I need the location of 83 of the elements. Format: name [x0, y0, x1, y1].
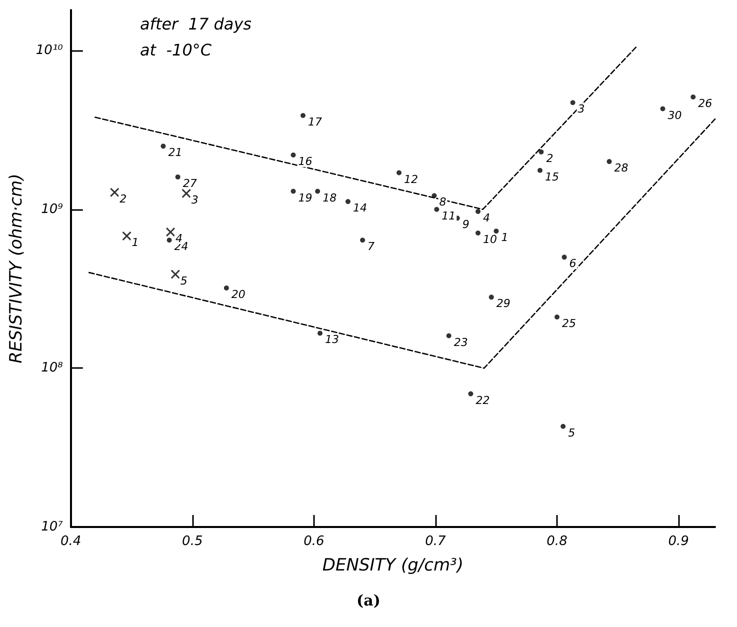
x-tick-label: 0.6	[304, 534, 324, 549]
y-tick-label: 10⁸	[41, 360, 63, 376]
point	[562, 254, 567, 260]
point	[315, 188, 320, 194]
x-tick-label: 0.8	[546, 534, 568, 549]
point	[468, 391, 474, 396]
point	[160, 144, 166, 149]
annotation: 5	[180, 274, 188, 288]
annotation: 2	[546, 152, 554, 165]
annotation: 7	[368, 240, 375, 254]
point	[345, 199, 350, 204]
annotation: 11	[442, 209, 456, 222]
point	[224, 285, 229, 290]
point	[570, 100, 576, 106]
annotation: 23	[454, 336, 468, 349]
x-axis-title: DENSITY (g/cm³)	[322, 556, 464, 576]
point	[560, 424, 566, 429]
annotation: 19	[298, 191, 312, 204]
point	[300, 112, 306, 118]
point	[660, 106, 666, 112]
annotation: 27	[182, 176, 197, 190]
point	[446, 333, 452, 338]
annotation: 1	[501, 231, 508, 244]
point	[538, 149, 544, 154]
point	[606, 159, 612, 164]
point	[175, 174, 180, 180]
point	[432, 193, 437, 198]
point	[110, 188, 120, 197]
point	[537, 168, 542, 173]
annotation: 8	[439, 196, 446, 209]
point	[182, 188, 191, 198]
annotation: 29	[496, 297, 510, 310]
annotation: after 17 days	[140, 14, 252, 34]
annotation: 1	[132, 236, 139, 249]
annotation: 12	[404, 172, 418, 186]
point	[690, 94, 696, 100]
x-tick-label: 0.9	[668, 534, 689, 549]
x-tick-label: 0.5	[182, 534, 203, 549]
annotation: 14	[352, 202, 367, 215]
annotation: 5	[568, 426, 576, 440]
annotation: 20	[231, 288, 246, 301]
annotation: 9	[462, 218, 470, 232]
annotation: 22	[476, 394, 490, 407]
point	[554, 314, 560, 320]
point	[318, 330, 323, 336]
annotation: 3	[578, 102, 585, 116]
point	[488, 294, 494, 300]
x-tick-label: 0.7	[425, 534, 447, 549]
annotation: 3	[191, 193, 198, 206]
annotation: 10	[483, 232, 498, 246]
y-tick-label: 10¹⁰	[36, 43, 64, 58]
annotation: 2	[120, 192, 127, 206]
annotation: at -10°C	[140, 40, 212, 60]
annotation: 17	[308, 115, 322, 128]
y-axis-title: RESISTIVITY (ohm·cm)	[6, 174, 26, 364]
x-tick-label: 0.4	[60, 534, 82, 549]
point	[434, 206, 440, 212]
annotation: 6	[569, 257, 576, 270]
annotation: 15	[544, 170, 559, 184]
point	[290, 188, 296, 194]
point	[166, 238, 172, 243]
annotation: 4	[176, 232, 183, 246]
point	[476, 208, 481, 214]
annotation: 16	[298, 154, 312, 168]
point	[122, 231, 132, 240]
point	[476, 230, 481, 236]
annotation: 13	[325, 333, 340, 346]
point	[360, 238, 366, 243]
y-tick-label: 10⁷	[41, 520, 64, 534]
text: (a)	[356, 592, 380, 610]
point	[494, 228, 499, 234]
point	[290, 152, 296, 158]
annotation: 21	[168, 146, 182, 160]
y-tick-label: 10⁹	[41, 202, 63, 217]
annotation: 18	[322, 191, 337, 204]
annotation: 4	[483, 211, 490, 224]
annotation: 25	[562, 317, 576, 330]
annotation: 30	[668, 108, 682, 122]
point	[396, 170, 402, 176]
annotation: 28	[614, 162, 628, 175]
annotation: 26	[698, 96, 712, 110]
point	[170, 270, 180, 279]
point	[166, 228, 176, 237]
